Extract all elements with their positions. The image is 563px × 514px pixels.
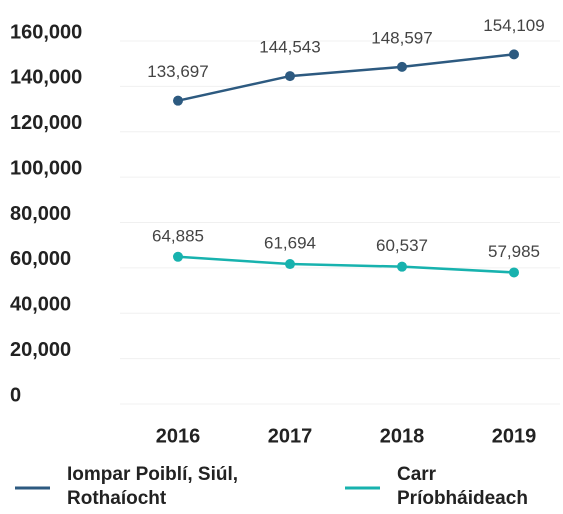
point (173, 251, 183, 262)
y-tick-label: 80,000 (10, 203, 71, 225)
data-label: 57,985 (488, 242, 540, 261)
point (285, 259, 295, 270)
legend-label: Carr Príobháideach (397, 464, 528, 509)
data-label: 64,885 (152, 226, 204, 245)
data-label: 133,697 (147, 62, 208, 81)
y-tick-label: 60,000 (10, 248, 71, 270)
y-tick-label: 0 (10, 384, 21, 406)
point (397, 61, 407, 72)
y-tick-label: 20,000 (10, 339, 71, 361)
data-label: 154,109 (483, 16, 544, 35)
y-tick-label: 120,000 (10, 112, 82, 134)
data-label: 60,537 (376, 236, 428, 255)
y-tick-label: 140,000 (10, 67, 82, 89)
point (285, 71, 295, 82)
data-label: 148,597 (371, 28, 432, 47)
x-tick-label: 2019 (492, 425, 537, 447)
y-tick-label: 100,000 (10, 157, 82, 179)
point (509, 49, 519, 60)
data-label: 61,694 (264, 234, 316, 253)
x-tick-label: 2016 (156, 425, 201, 447)
x-tick-label: 2017 (268, 425, 313, 447)
series-line (177, 53, 515, 102)
point (173, 95, 183, 106)
legend-label: Iompar Poiblí, Siúl, Rothaíocht (67, 464, 239, 509)
data-label: 144,543 (259, 38, 320, 57)
y-tick-label: 160,000 (10, 21, 82, 43)
series-line (177, 255, 515, 274)
point (509, 267, 519, 278)
y-tick-label: 40,000 (10, 294, 71, 316)
x-tick-label: 2018 (380, 425, 425, 447)
point (397, 261, 407, 272)
